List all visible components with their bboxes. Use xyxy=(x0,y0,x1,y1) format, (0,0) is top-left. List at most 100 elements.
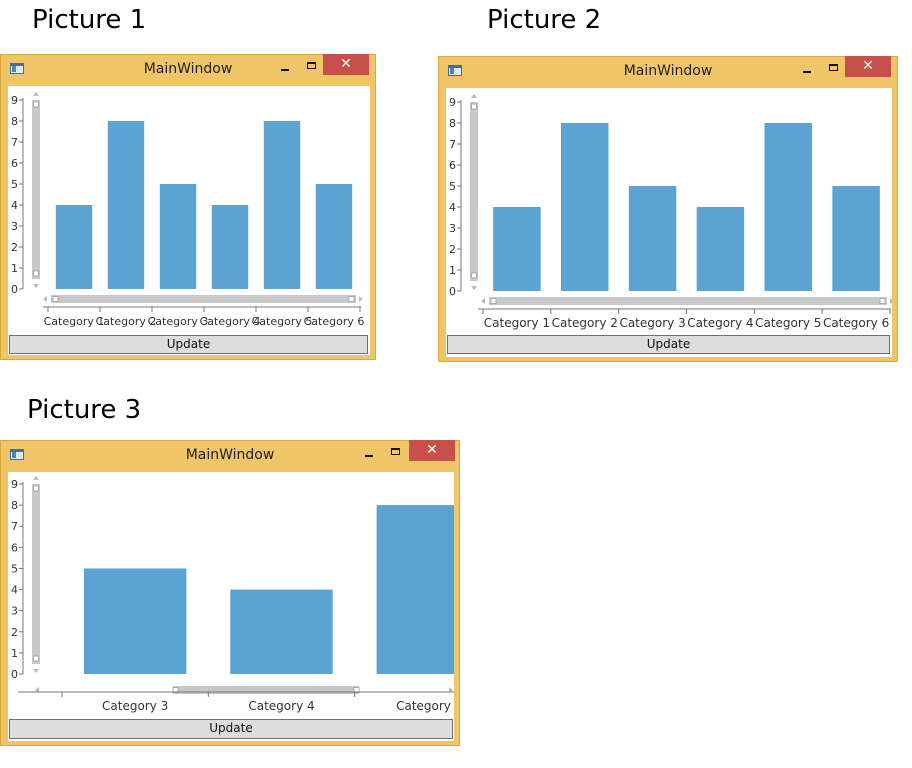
close-button[interactable]: ✕ xyxy=(323,54,369,75)
scroll-right-arrow-icon xyxy=(359,296,363,302)
y-tick-label: 0 xyxy=(11,668,18,681)
x-tick-label: Category 3 xyxy=(102,699,168,713)
horizontal-scrollbar-thumb xyxy=(173,686,359,694)
y-tick-label: 5 xyxy=(449,180,456,193)
horizontal-scroll-handle-right xyxy=(348,296,355,302)
close-button[interactable]: ✕ xyxy=(409,440,455,461)
x-tick-label: Category 2 xyxy=(96,315,157,328)
window-title: MainWindow xyxy=(185,447,275,463)
bar xyxy=(263,121,301,289)
x-tick-label: Category 1 xyxy=(44,315,105,328)
minimize-icon[interactable] xyxy=(281,69,289,71)
y-tick-label: 3 xyxy=(11,605,18,618)
title-bar[interactable]: MainWindow ✕ xyxy=(1,440,459,469)
maximize-icon[interactable] xyxy=(829,64,838,71)
x-tick-label: Category 6 xyxy=(304,315,365,328)
vertical-scroll-handle-top xyxy=(33,101,39,108)
bar xyxy=(107,121,145,289)
y-tick-label: 6 xyxy=(449,159,456,172)
window-client-area: 0 1 2 3 4 5 6 7 8 9 Category 1 Category 2 Category 3… xyxy=(8,86,370,355)
y-tick-label: 7 xyxy=(11,136,18,149)
horizontal-scrollbar-thumb xyxy=(489,297,887,305)
y-tick-label: 7 xyxy=(11,520,18,533)
y-tick-label: 7 xyxy=(449,138,456,151)
window-client-area: 0 1 2 3 4 5 6 7 8 9 Category 3 Category 4 Category !… xyxy=(8,472,454,741)
vertical-scroll-handle-bottom xyxy=(33,655,39,662)
scroll-left-arrow-icon xyxy=(43,296,47,302)
bar xyxy=(315,184,353,289)
bar xyxy=(55,205,93,289)
horizontal-scrollbar-thumb xyxy=(51,295,356,303)
update-button[interactable]: Update xyxy=(9,335,368,354)
x-tick-label: Category 2 xyxy=(552,316,618,330)
y-tick-label: 8 xyxy=(11,499,18,512)
y-tick-label: 0 xyxy=(449,285,456,298)
y-tick-label: 4 xyxy=(449,201,456,214)
y-tick-label: 9 xyxy=(11,94,18,107)
scroll-up-arrow-icon xyxy=(33,476,39,480)
x-tick-label: Category 6 xyxy=(823,316,889,330)
vertical-scrollbar-thumb xyxy=(32,484,40,664)
maximize-icon[interactable] xyxy=(391,448,400,455)
x-tick-label: Category 3 xyxy=(619,316,685,330)
picture-2-label: Picture 2 xyxy=(487,5,602,35)
horizontal-scroll-handle-left xyxy=(490,298,497,304)
vertical-scroll-handle-bottom xyxy=(33,270,39,277)
bar xyxy=(376,505,454,674)
x-tick-label: Category ! xyxy=(396,699,454,713)
y-tick-label: 2 xyxy=(11,241,18,254)
scroll-down-arrow-icon xyxy=(33,669,39,673)
vertical-scroll-handle-bottom xyxy=(471,272,477,279)
main-window-1: MainWindow ✕ 0 1 2 3 4 5 6 7 8 9 Category 1 Categor… xyxy=(0,54,376,360)
bar xyxy=(561,123,609,291)
vertical-scrollbar-thumb xyxy=(470,102,478,281)
title-bar[interactable]: MainWindow ✕ xyxy=(439,56,897,85)
y-tick-label: 6 xyxy=(11,157,18,170)
horizontal-scroll-handle-left xyxy=(52,296,59,302)
scroll-down-arrow-icon xyxy=(33,284,39,288)
minimize-icon[interactable] xyxy=(365,455,373,457)
y-tick-label: 4 xyxy=(11,584,18,597)
scroll-up-arrow-icon xyxy=(471,94,477,98)
close-button[interactable]: ✕ xyxy=(845,56,891,77)
main-window-3: MainWindow ✕ 0 1 2 3 4 5 6 7 8 9 Category 3 Categor… xyxy=(0,440,460,746)
horizontal-scroll-handle-right xyxy=(879,298,886,304)
y-tick-label: 9 xyxy=(11,478,18,491)
bar xyxy=(832,186,880,291)
x-tick-label: Category 3 xyxy=(148,315,209,328)
minimize-icon[interactable] xyxy=(803,71,811,73)
x-tick-label: Category 4 xyxy=(687,316,753,330)
y-tick-label: 4 xyxy=(11,199,18,212)
y-tick-label: 1 xyxy=(11,262,18,275)
y-tick-label: 1 xyxy=(449,264,456,277)
x-tick-label: Category 4 xyxy=(200,315,261,328)
x-tick-label: Category 1 xyxy=(484,316,550,330)
main-window-2: MainWindow ✕ 0 1 2 3 4 5 6 7 8 9 Category 1 Categor… xyxy=(438,56,898,362)
window-client-area: 0 1 2 3 4 5 6 7 8 9 Category 1 Category 2 Category 3… xyxy=(446,88,892,357)
y-tick-label: 6 xyxy=(11,541,18,554)
y-tick-label: 8 xyxy=(11,115,18,128)
bar xyxy=(230,589,333,674)
picture-1-label: Picture 1 xyxy=(32,5,147,35)
maximize-icon[interactable] xyxy=(307,62,316,69)
picture-3-label: Picture 3 xyxy=(27,395,142,425)
y-tick-label: 3 xyxy=(11,220,18,233)
x-tick-label: Category 5 xyxy=(755,316,821,330)
y-tick-label: 3 xyxy=(449,222,456,235)
window-title: MainWindow xyxy=(623,63,713,79)
update-button[interactable]: Update xyxy=(447,335,890,354)
scroll-left-arrow-icon xyxy=(481,298,485,304)
app-icon[interactable] xyxy=(10,63,24,74)
bar xyxy=(159,184,197,289)
y-tick-label: 5 xyxy=(11,178,18,191)
title-bar[interactable]: MainWindow ✕ xyxy=(1,54,375,83)
update-button[interactable]: Update xyxy=(9,719,453,739)
app-icon[interactable] xyxy=(448,65,462,76)
y-tick-label: 0 xyxy=(11,283,18,296)
app-icon[interactable] xyxy=(10,449,24,460)
vertical-scrollbar-thumb xyxy=(32,100,40,279)
bar xyxy=(83,568,187,674)
bar xyxy=(211,205,249,289)
